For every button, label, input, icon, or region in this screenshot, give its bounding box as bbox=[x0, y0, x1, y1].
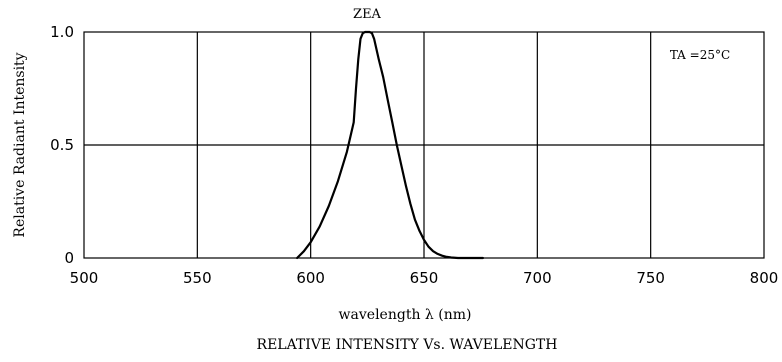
x-tick-label: 800 bbox=[750, 269, 779, 287]
series-lines bbox=[296, 30, 484, 260]
x-tick-label: 600 bbox=[296, 269, 325, 287]
y-tick-label: 1.0 bbox=[50, 23, 74, 41]
y-tick-label: 0 bbox=[64, 249, 74, 267]
series-line-zea bbox=[296, 30, 484, 260]
y-tick-label: 0.5 bbox=[50, 136, 74, 154]
grid-lines bbox=[84, 32, 764, 258]
tick-labels: 500 550 600 650 700 750 800 0 0.5 1.0 bbox=[50, 23, 778, 287]
chart-title: RELATIVE INTENSITY Vs. WAVELENGTH bbox=[257, 337, 558, 353]
x-tick-label: 650 bbox=[410, 269, 439, 287]
x-tick-label: 750 bbox=[636, 269, 665, 287]
series-label-zea: ZEA bbox=[353, 7, 382, 22]
annotation-temperature: TA =25°C bbox=[670, 48, 730, 62]
x-tick-label: 500 bbox=[70, 269, 99, 287]
x-tick-label: 700 bbox=[523, 269, 552, 287]
x-tick-label: 550 bbox=[183, 269, 212, 287]
x-axis-label: wavelength λ (nm) bbox=[339, 307, 472, 323]
y-axis-label: Relative Radiant Intensity bbox=[12, 52, 28, 237]
